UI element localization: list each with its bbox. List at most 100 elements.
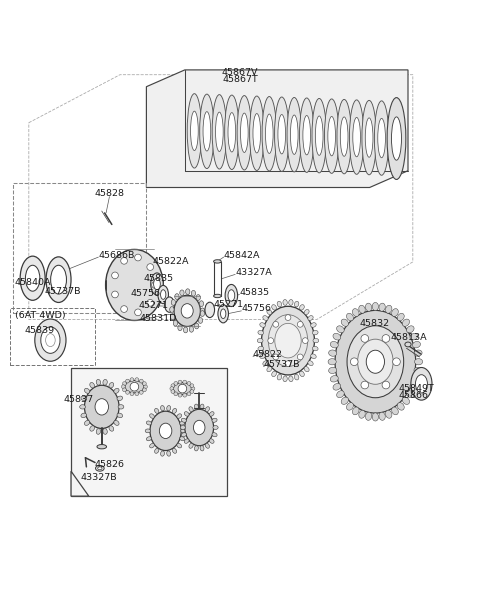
Ellipse shape (213, 426, 218, 430)
Text: 45867T: 45867T (222, 74, 258, 83)
Ellipse shape (341, 397, 348, 404)
Ellipse shape (402, 397, 409, 404)
Ellipse shape (189, 326, 193, 332)
Ellipse shape (353, 118, 360, 157)
Circle shape (187, 381, 191, 385)
Ellipse shape (324, 99, 339, 173)
Ellipse shape (379, 303, 385, 311)
Circle shape (273, 354, 279, 360)
Ellipse shape (397, 402, 404, 410)
Ellipse shape (352, 309, 359, 316)
Ellipse shape (275, 97, 289, 171)
Ellipse shape (405, 342, 411, 347)
Ellipse shape (253, 113, 261, 153)
Ellipse shape (267, 366, 272, 372)
Circle shape (121, 258, 128, 264)
Ellipse shape (397, 313, 404, 321)
Ellipse shape (161, 290, 166, 299)
Ellipse shape (172, 449, 177, 453)
Bar (10, 308, 95, 365)
Ellipse shape (191, 111, 198, 151)
Ellipse shape (250, 96, 264, 170)
Text: 45822: 45822 (253, 350, 283, 359)
Text: 43327B: 43327B (81, 473, 117, 482)
Ellipse shape (304, 366, 309, 372)
Ellipse shape (336, 326, 344, 333)
Ellipse shape (240, 113, 248, 152)
Ellipse shape (228, 290, 235, 301)
Ellipse shape (187, 93, 202, 168)
Ellipse shape (289, 300, 293, 306)
Ellipse shape (311, 323, 316, 327)
Circle shape (112, 272, 119, 279)
Circle shape (130, 392, 134, 395)
Ellipse shape (181, 418, 186, 423)
Ellipse shape (328, 116, 336, 156)
Ellipse shape (347, 313, 353, 321)
Ellipse shape (392, 407, 398, 415)
Ellipse shape (155, 449, 159, 453)
Ellipse shape (155, 408, 159, 413)
Circle shape (147, 300, 154, 306)
Ellipse shape (172, 408, 177, 413)
Polygon shape (71, 471, 89, 496)
Text: 45835: 45835 (240, 288, 270, 297)
Ellipse shape (267, 310, 272, 314)
Ellipse shape (392, 117, 401, 160)
Ellipse shape (194, 404, 198, 410)
Ellipse shape (175, 294, 179, 300)
Circle shape (122, 388, 126, 392)
Circle shape (382, 381, 390, 389)
Circle shape (112, 291, 119, 298)
Ellipse shape (81, 396, 86, 401)
Ellipse shape (347, 326, 404, 398)
Ellipse shape (125, 381, 144, 393)
Text: 45832: 45832 (360, 319, 390, 329)
Ellipse shape (205, 302, 215, 317)
Ellipse shape (151, 273, 163, 295)
Ellipse shape (180, 429, 186, 433)
Ellipse shape (161, 405, 165, 411)
Text: 45826: 45826 (94, 460, 124, 469)
Text: 45849T: 45849T (398, 384, 434, 392)
Ellipse shape (225, 95, 239, 170)
Text: 45839: 45839 (25, 326, 55, 335)
Circle shape (297, 354, 303, 360)
Ellipse shape (214, 294, 221, 298)
Ellipse shape (200, 404, 204, 410)
Circle shape (134, 254, 141, 261)
Circle shape (143, 388, 146, 392)
Circle shape (134, 309, 141, 316)
Ellipse shape (177, 443, 181, 448)
Ellipse shape (379, 412, 385, 420)
Ellipse shape (308, 361, 313, 366)
Circle shape (171, 389, 175, 394)
Ellipse shape (275, 323, 301, 358)
Ellipse shape (170, 314, 175, 320)
Ellipse shape (150, 411, 181, 450)
Ellipse shape (228, 113, 236, 152)
Ellipse shape (199, 301, 204, 307)
Ellipse shape (196, 295, 201, 300)
Ellipse shape (308, 316, 313, 320)
Ellipse shape (193, 420, 205, 435)
Ellipse shape (103, 428, 107, 434)
Ellipse shape (329, 350, 337, 356)
Ellipse shape (200, 94, 214, 168)
Text: 45822A: 45822A (153, 258, 189, 267)
Circle shape (171, 384, 175, 388)
Ellipse shape (330, 375, 338, 382)
Circle shape (174, 392, 178, 396)
Circle shape (135, 392, 139, 395)
Ellipse shape (209, 412, 214, 416)
Ellipse shape (294, 301, 299, 307)
Ellipse shape (90, 426, 95, 431)
Ellipse shape (258, 346, 264, 351)
Ellipse shape (410, 333, 418, 340)
Ellipse shape (212, 95, 227, 169)
Ellipse shape (103, 379, 107, 385)
Ellipse shape (378, 118, 385, 158)
Text: 45837: 45837 (64, 395, 94, 404)
Ellipse shape (114, 388, 119, 393)
Ellipse shape (411, 368, 432, 400)
